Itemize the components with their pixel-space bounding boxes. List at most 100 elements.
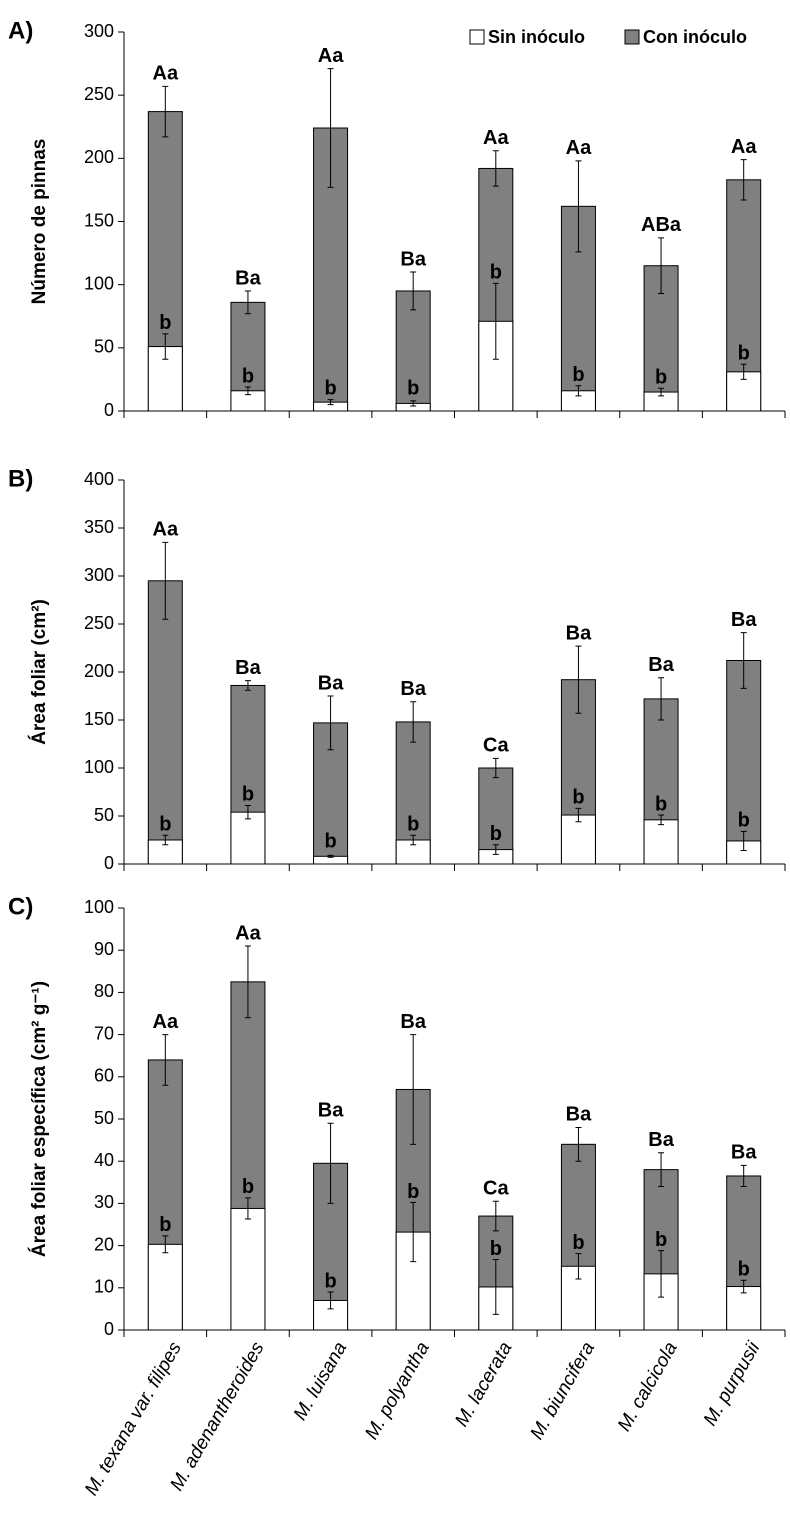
error-bar <box>492 1200 499 1232</box>
significance-letter: b <box>490 1238 502 1260</box>
error-bar <box>162 333 169 360</box>
error-bar <box>244 386 251 396</box>
x-tick-label: M. adenantheroides <box>166 1338 268 1494</box>
error-bar <box>658 1152 665 1188</box>
y-tick-label: 20 <box>94 1234 114 1254</box>
x-tick-label: M. lacerata <box>451 1339 516 1431</box>
significance-letter: Ba <box>731 609 757 631</box>
significance-letter: b <box>407 1181 419 1203</box>
error-bar <box>492 757 499 779</box>
x-tick-label: M. calcicola <box>614 1339 682 1435</box>
error-bar <box>658 677 665 721</box>
bar <box>643 819 679 865</box>
bar <box>147 1243 183 1331</box>
legend-label: Sin inóculo <box>488 27 585 47</box>
error-bar <box>740 363 747 380</box>
y-tick-label: 350 <box>84 517 114 537</box>
significance-letter: Aa <box>318 45 344 67</box>
y-axis-title: Número de pinnas <box>29 139 50 305</box>
significance-letter: Aa <box>566 137 592 159</box>
y-tick-label: 150 <box>84 210 114 230</box>
significance-letter: Ba <box>400 1011 426 1033</box>
error-bar <box>327 1291 334 1310</box>
error-bar <box>327 1122 334 1204</box>
significance-letter: Ba <box>731 1142 757 1164</box>
panel-label: C) <box>8 893 33 920</box>
significance-letter: b <box>572 1232 584 1254</box>
error-bar <box>740 632 747 689</box>
x-tick-label: M. polyantha <box>361 1339 434 1444</box>
y-tick-label: 80 <box>94 981 114 1001</box>
x-tick-label: M. purpusii <box>700 1338 765 1430</box>
error-bar <box>492 282 499 360</box>
significance-letter: b <box>738 1258 750 1280</box>
y-tick-label: 300 <box>84 21 114 41</box>
y-tick-label: 50 <box>94 805 114 825</box>
error-bar <box>740 159 747 201</box>
error-bar <box>658 237 665 295</box>
y-tick-label: 40 <box>94 1150 114 1170</box>
significance-letter: b <box>490 262 502 284</box>
error-bar <box>740 1279 747 1294</box>
y-tick-label: 0 <box>104 853 114 873</box>
significance-letter: b <box>159 813 171 835</box>
significance-letter: Aa <box>153 63 179 85</box>
error-bar <box>162 1235 169 1254</box>
panel-label: B) <box>8 465 33 492</box>
error-bar <box>410 834 417 846</box>
significance-letter: ABa <box>641 214 682 236</box>
error-bar <box>244 804 251 820</box>
bar <box>147 580 183 865</box>
error-bar <box>575 1126 582 1162</box>
y-tick-label: 0 <box>104 400 114 420</box>
significance-letter: Ba <box>566 1104 592 1126</box>
error-bar <box>244 680 251 691</box>
error-bar <box>410 1202 417 1263</box>
significance-letter: Ba <box>566 622 592 644</box>
significance-letter: b <box>159 312 171 334</box>
error-bar <box>327 854 334 858</box>
significance-letter: b <box>242 784 254 806</box>
error-bar <box>162 85 169 138</box>
bar <box>726 659 762 865</box>
legend-label: Con inóculo <box>643 27 747 47</box>
error-bar <box>410 701 417 743</box>
error-bar <box>244 290 251 315</box>
bar <box>230 811 266 865</box>
panel-label: A) <box>8 17 33 44</box>
significance-letter: b <box>324 830 336 852</box>
significance-letter: Ba <box>400 248 426 270</box>
error-bar <box>327 399 334 406</box>
y-axis-title: Área foliar (cm²) <box>28 599 50 745</box>
significance-letter: b <box>738 343 750 365</box>
significance-letter: Ba <box>318 672 344 694</box>
significance-letter: b <box>490 823 502 845</box>
y-tick-label: 10 <box>94 1277 114 1297</box>
y-tick-label: 100 <box>84 273 114 293</box>
significance-letter: Aa <box>153 1011 179 1033</box>
significance-letter: b <box>407 813 419 835</box>
significance-letter: b <box>159 1214 171 1236</box>
error-bar <box>162 1034 169 1086</box>
error-bar <box>658 1250 665 1298</box>
error-bar <box>492 150 499 187</box>
bar <box>395 290 431 412</box>
significance-letter: b <box>324 1270 336 1292</box>
error-bar <box>575 160 582 253</box>
significance-letter: Ca <box>483 735 509 757</box>
y-tick-label: 150 <box>84 709 114 729</box>
error-bar <box>492 1259 499 1315</box>
error-bar <box>492 844 499 855</box>
significance-letter: Aa <box>235 922 261 944</box>
y-tick-label: 100 <box>84 757 114 777</box>
significance-letter: Ba <box>235 657 261 679</box>
legend-swatch <box>469 29 485 45</box>
error-bar <box>410 1034 417 1145</box>
significance-letter: b <box>655 1229 667 1251</box>
significance-letter: Ba <box>648 654 674 676</box>
significance-letter: b <box>324 377 336 399</box>
y-tick-label: 100 <box>84 897 114 917</box>
y-axis-title: Área foliar específica (cm² g⁻¹) <box>28 981 50 1257</box>
significance-letter: b <box>242 1176 254 1198</box>
